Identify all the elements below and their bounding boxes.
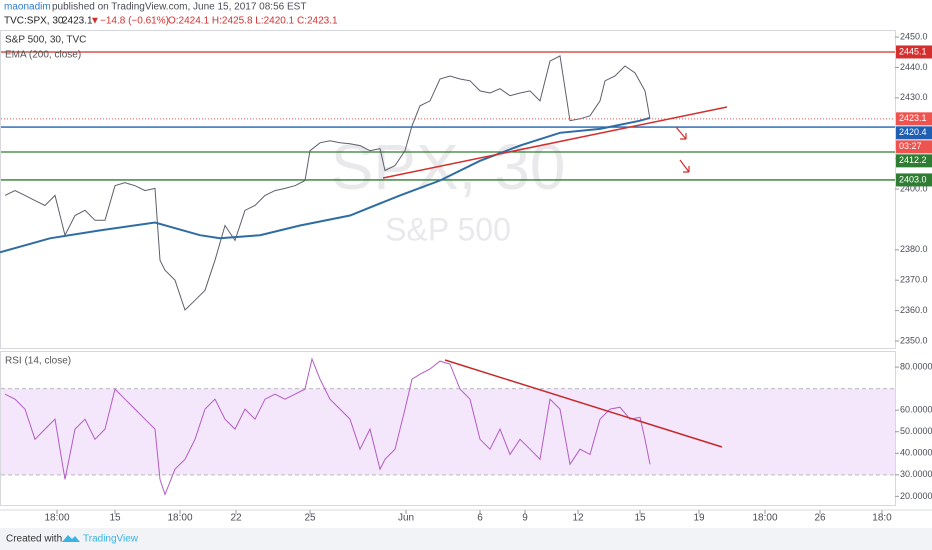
x-tick-label: 18:00: [167, 513, 192, 524]
rsi-band: [1, 388, 895, 475]
price-tag-label: 2412.2: [899, 155, 927, 165]
y-tick-label: 2350.0: [900, 335, 928, 345]
y-tick-label: 80.0000: [900, 361, 932, 371]
x-tick-label: 18:00: [752, 513, 777, 524]
x-tick-label: 18:00: [44, 513, 69, 524]
y-tick-label: 50.0000: [900, 426, 932, 436]
x-tick-label: 19: [693, 513, 705, 524]
series-line: [4, 357, 651, 496]
y-tick-label: 2450.0: [900, 31, 928, 41]
x-tick-label: 9: [522, 513, 528, 524]
author[interactable]: maonadim: [4, 2, 51, 13]
price-tag: [896, 140, 932, 154]
price-tag-label: 03:27: [899, 141, 922, 151]
rsi-title: RSI (14, close): [5, 356, 71, 367]
x-tick-label: 22: [230, 513, 242, 524]
price-tag: [896, 112, 932, 126]
y-tick-label: 20.0000: [900, 491, 932, 501]
arrow: [675, 126, 687, 140]
indicator-title: EMA (200, close): [5, 50, 81, 61]
x-tick-label: 18:0: [872, 513, 892, 524]
y-tick-label: 2380.0: [900, 244, 928, 254]
ohlc: O:2424.1 H:2425.8 L:2420.1 C:2423.1: [168, 16, 338, 27]
price-tag: [896, 154, 932, 168]
price-tag: [896, 126, 932, 140]
price-tag-label: 2445.1: [899, 46, 927, 56]
footer: [0, 528, 932, 550]
price-tag: [896, 173, 932, 187]
plot-layer: 2450.02440.02430.02410.02400.02380.02370…: [0, 31, 932, 524]
series-line: [4, 55, 651, 311]
symbol: TVC:SPX, 30: [4, 16, 64, 27]
watermark-name: S&P 500: [385, 211, 511, 247]
rsi-trend-line: [444, 359, 723, 448]
y-tick-label: 60.0000: [900, 405, 932, 415]
trend-line: [382, 106, 728, 179]
created-with: Created with: [6, 534, 62, 545]
price-tag-label: 2423.1: [899, 113, 927, 123]
pane-title: S&P 500, 30, TVC: [5, 35, 86, 46]
price: 2423.1: [62, 16, 93, 27]
rsi-pane: [0, 351, 896, 506]
change-arrow: ▼: [90, 16, 100, 27]
y-tick-label: 2370.0: [900, 275, 928, 285]
price-tag-label: 2403.0: [899, 174, 927, 184]
x-tick-label: 12: [572, 513, 584, 524]
y-tick-label: 2440.0: [900, 62, 928, 72]
y-tick-label: 2400.0: [900, 183, 928, 193]
x-tick-label: 6: [477, 513, 483, 524]
arrow: [679, 159, 690, 173]
x-tick-label: 15: [634, 513, 646, 524]
y-tick-label: 2360.0: [900, 305, 928, 315]
y-tick-label: 30.0000: [900, 469, 932, 479]
y-tick-label: 40.0000: [900, 448, 932, 458]
series-line: [0, 116, 651, 254]
x-tick-label: 26: [814, 513, 826, 524]
brand[interactable]: TradingView: [83, 534, 139, 545]
price-tag-label: 2420.4: [899, 127, 927, 137]
price-tag: [896, 45, 932, 59]
x-tick-label: 15: [109, 513, 121, 524]
logo: [62, 535, 80, 542]
change: −14.8 (−0.61%): [100, 16, 169, 27]
x-tick-label: Jun: [398, 513, 414, 524]
y-tick-label: 2430.0: [900, 92, 928, 102]
published: published on TradingView.com, June 15, 2…: [52, 2, 306, 13]
x-tick-label: 25: [304, 513, 316, 524]
